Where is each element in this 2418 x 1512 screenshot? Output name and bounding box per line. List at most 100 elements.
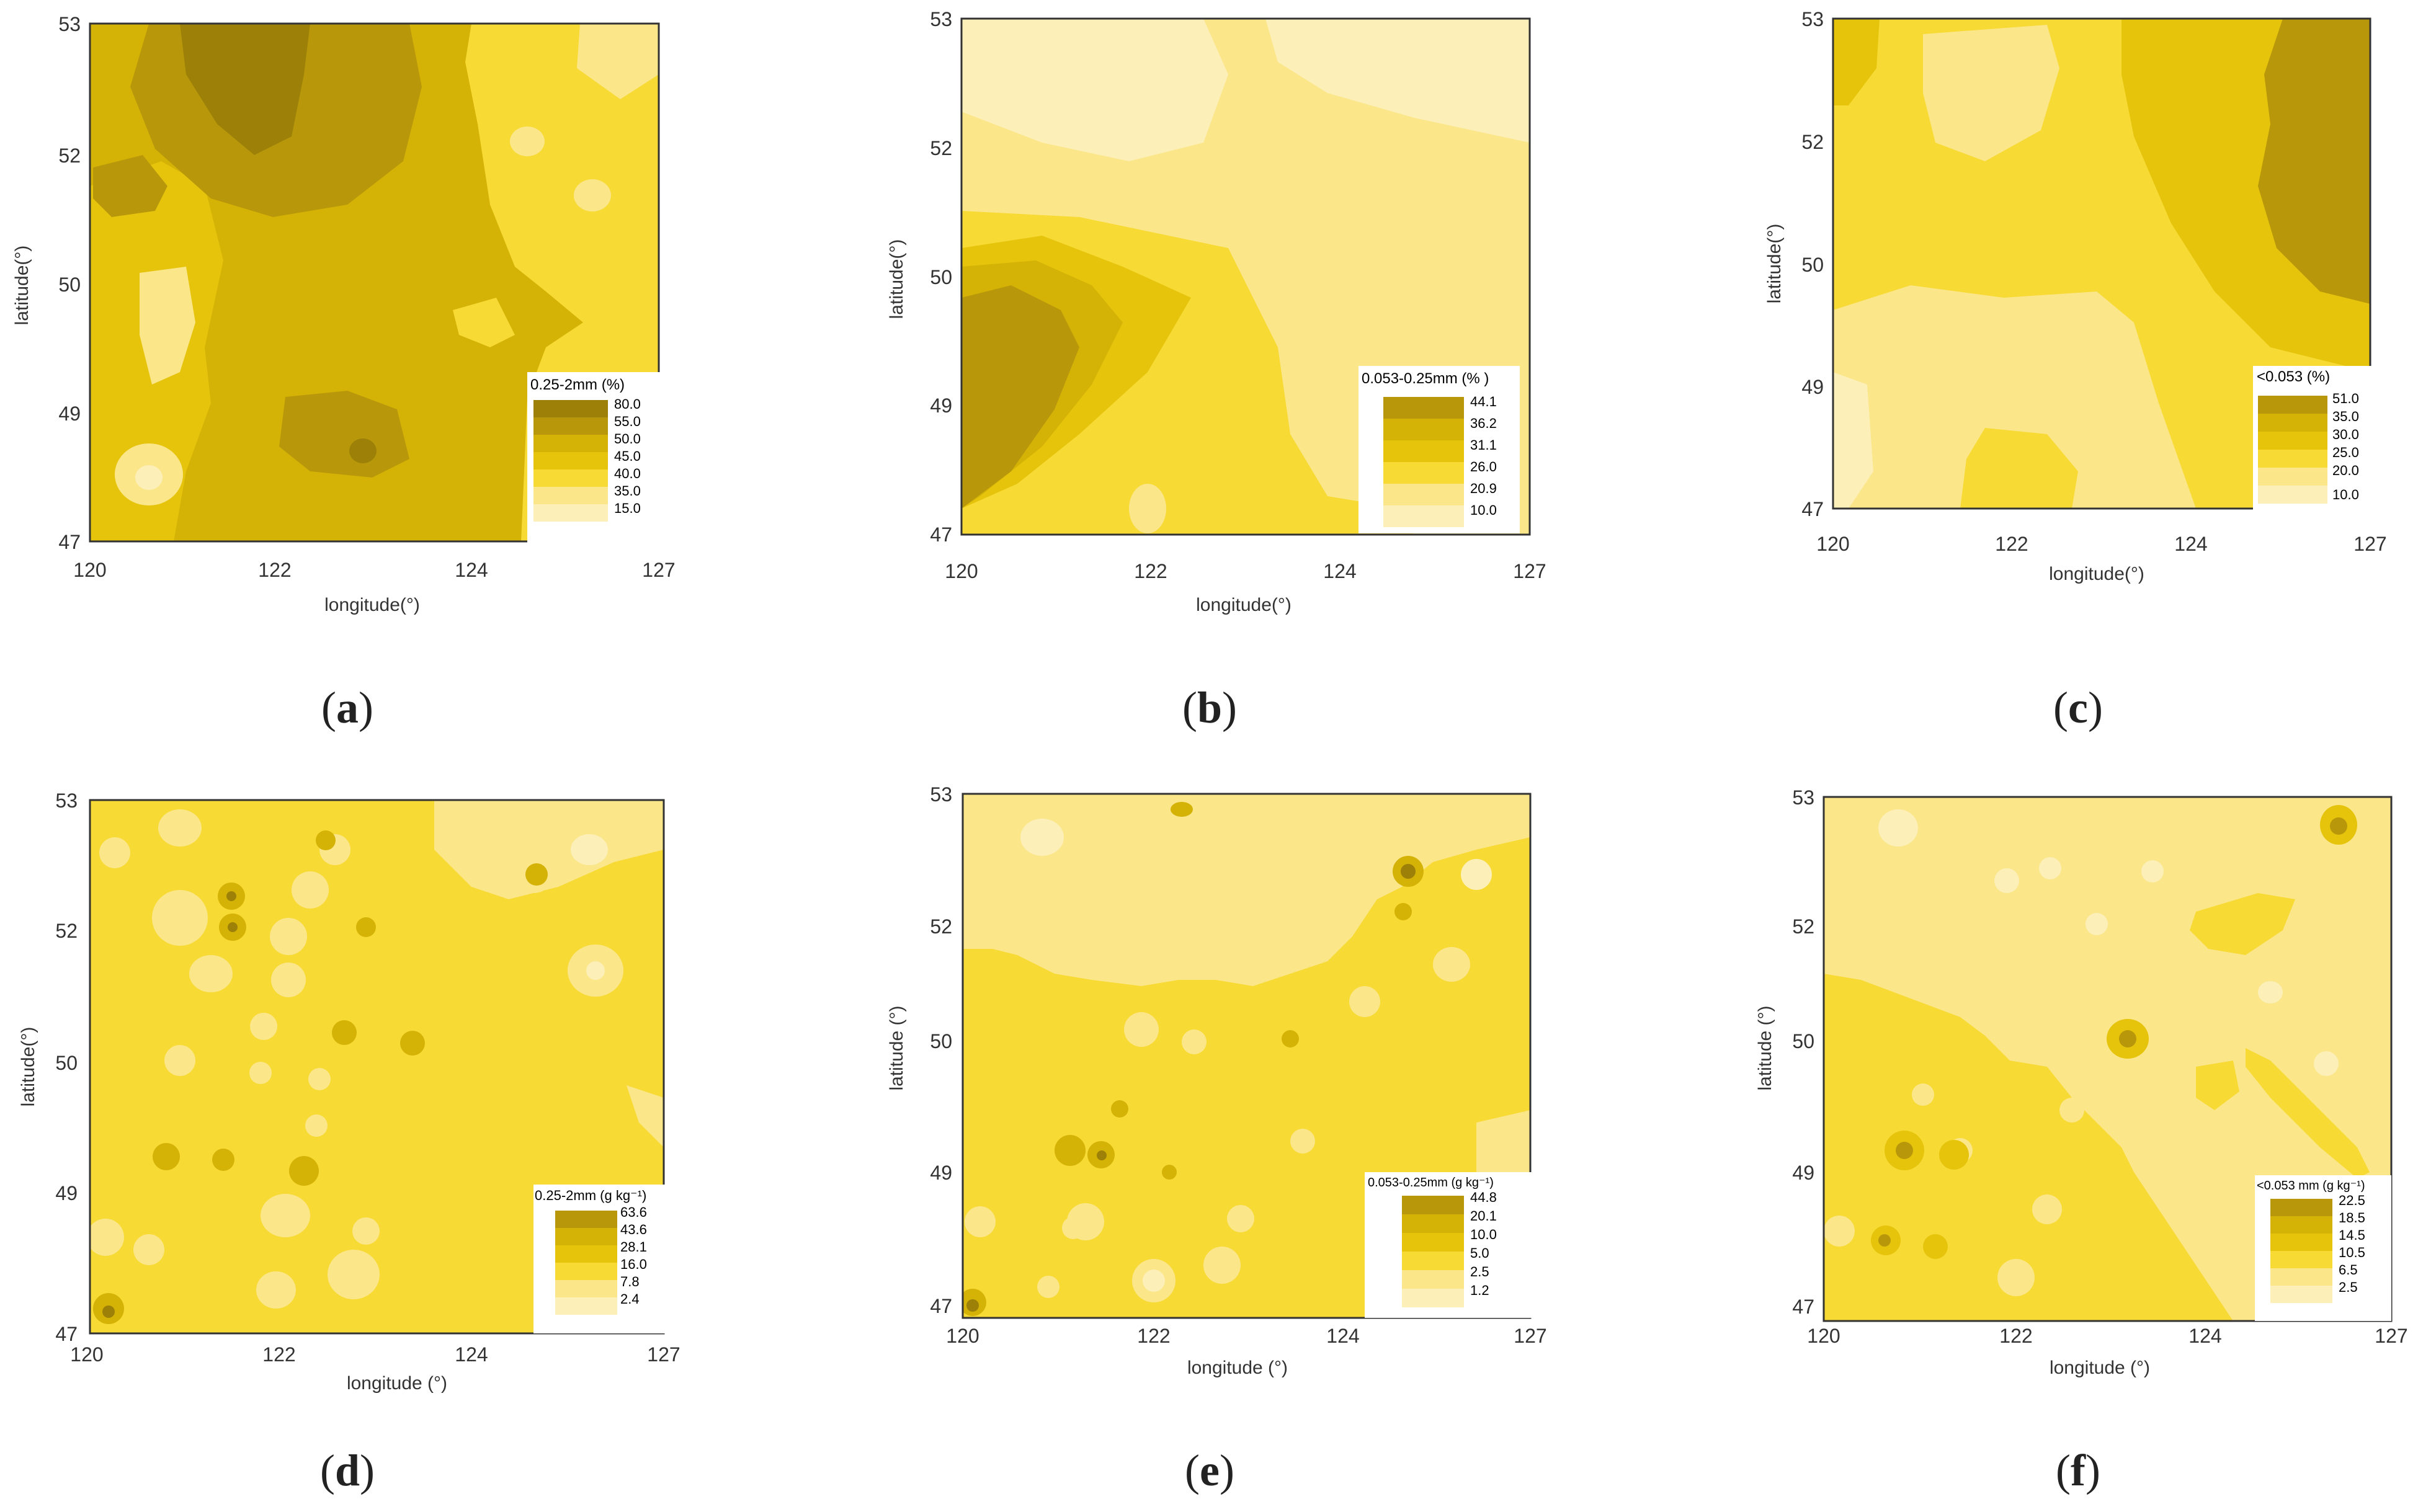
contour-spots-pale <box>1878 809 2339 1076</box>
legend-level: 50.0 <box>614 431 641 447</box>
x-axis-label: longitude(°) <box>324 595 420 615</box>
x-tick-label: 120 <box>70 1343 103 1366</box>
y-tick-label: 49 <box>930 1162 952 1184</box>
legend-level: 14.5 <box>2339 1227 2365 1243</box>
x-tick-label: 124 <box>1323 560 1356 582</box>
legend-level: 28.1 <box>620 1239 647 1255</box>
legend-level: 18.5 <box>2339 1210 2365 1225</box>
legend-level: 7.8 <box>620 1274 640 1289</box>
plot-frame <box>1832 17 2371 510</box>
x-axis: 120 122 124 127 longitude(°) <box>945 560 1546 615</box>
contour-region-pale-w <box>140 267 195 385</box>
y-tick-label: 47 <box>930 1295 952 1317</box>
y-tick-label: 50 <box>55 1052 78 1074</box>
y-axis: 53 52 50 49 47 latitude(°) <box>18 789 78 1345</box>
x-axis: 120 122 124 127 longitude (°) <box>70 1343 680 1394</box>
y-tick-label: 52 <box>930 137 952 159</box>
contour-region-mid-band <box>2246 1048 2370 1178</box>
contour-spot <box>510 127 545 156</box>
contour-region-mid-ne <box>2190 893 2295 955</box>
map-e: 0.053-0.25mm (g kg⁻¹) 44.8 20.1 10.0 5.0… <box>886 783 1547 1378</box>
y-tick-label: 50 <box>930 266 952 288</box>
y-axis-label: latitude (°) <box>1755 1005 1775 1090</box>
map-a: 0.25-2mm (%) 80.0 55.0 50.0 45.0 40.0 35… <box>12 13 676 615</box>
y-axis-label: latitude(°) <box>1764 224 1785 304</box>
contour-region-pale-north <box>963 794 1530 986</box>
contour-spot <box>135 465 163 490</box>
plot-frame <box>961 793 1532 1319</box>
contour-spots-pale <box>1020 819 1492 1292</box>
y-axis-label: latitude(°) <box>12 246 32 326</box>
legend-level: 6.5 <box>2339 1262 2358 1278</box>
legend: 0.053-0.25mm (% ) 44.1 36.2 31.1 26.0 20… <box>1358 366 1520 533</box>
plot-frame <box>960 17 1531 536</box>
legend-level: 44.1 <box>1470 394 1497 409</box>
x-axis-label: longitude(°) <box>2049 564 2144 584</box>
plot-frame <box>89 799 665 1335</box>
legend-level: 44.8 <box>1470 1190 1497 1205</box>
map-d: 0.25-2mm (g kg⁻¹) 63.6 43.6 28.1 16.0 7.… <box>18 789 680 1394</box>
y-axis-label: latitude(°) <box>886 239 907 319</box>
contour-spot <box>1129 484 1166 533</box>
legend-level: 25.0 <box>2332 445 2359 460</box>
contour-region-mid-e <box>2196 1061 2239 1110</box>
legend: 0.053-0.25mm (g kg⁻¹) 44.8 20.1 10.0 5.0… <box>1365 1172 1532 1318</box>
map-b: 0.053-0.25mm (% ) 44.1 36.2 31.1 26.0 20… <box>886 8 1546 615</box>
legend-level: 45.0 <box>614 448 641 464</box>
legend-title: 0.053-0.25mm (% ) <box>1362 370 1489 387</box>
legend-level: 10.5 <box>2339 1245 2365 1260</box>
caption-letter: b <box>1197 683 1223 732</box>
caption-letter: f <box>2071 1446 2086 1495</box>
y-tick-label: 47 <box>55 1323 78 1345</box>
x-tick-label: 124 <box>455 559 488 581</box>
caption-d: (d) <box>319 1446 375 1495</box>
y-tick-label: 52 <box>1792 915 1814 938</box>
y-tick-label: 52 <box>1801 131 1824 153</box>
legend-level: 35.0 <box>2332 409 2359 424</box>
caption-c: (c) <box>2053 683 2103 732</box>
contour-region-pale-south <box>1833 285 2196 509</box>
contour-spots-pale <box>571 834 608 980</box>
y-tick-label: 49 <box>58 402 81 425</box>
caption-letter: e <box>1200 1446 1220 1495</box>
caption-letter: a <box>336 683 359 732</box>
legend-level: 2.5 <box>2339 1279 2358 1295</box>
y-tick-label: 53 <box>1792 786 1814 809</box>
x-tick-label: 127 <box>642 559 675 581</box>
panel-b: 0.053-0.25mm (% ) 44.1 36.2 31.1 26.0 20… <box>856 0 1551 633</box>
contour-region-pale-ne <box>577 24 659 99</box>
y-tick-label: 50 <box>930 1030 952 1052</box>
x-tick-label: 122 <box>262 1343 295 1366</box>
y-tick-label: 47 <box>58 531 81 553</box>
plot-frame <box>1822 796 2393 1322</box>
y-tick-label: 47 <box>1801 498 1824 520</box>
x-tick-label: 127 <box>647 1343 680 1366</box>
y-tick-label: 53 <box>930 783 952 806</box>
legend-level: 20.1 <box>1470 1208 1497 1224</box>
contour-region-dark-west <box>93 155 167 217</box>
panel-f: <0.053 mm (g kg⁻¹) 22.5 18.5 14.5 10.5 6… <box>1724 775 2418 1408</box>
y-tick-label: 47 <box>930 523 952 546</box>
legend-level: 40.0 <box>614 466 641 481</box>
x-axis-label: longitude(°) <box>1196 595 1292 615</box>
contour-region-pale-north <box>1923 25 2059 161</box>
panel-a: 0.25-2mm (%) 80.0 55.0 50.0 45.0 40.0 35… <box>0 0 695 633</box>
y-tick-label: 53 <box>930 8 952 30</box>
contour-spots-darkest <box>966 864 1416 1312</box>
contour-spots-light <box>90 809 623 1309</box>
y-tick-label: 49 <box>55 1182 78 1204</box>
x-tick-label: 124 <box>2174 533 2207 555</box>
panel-c: <0.053 (%) 51.0 35.0 30.0 25.0 20.0 10.0… <box>1724 0 2418 633</box>
legend: 0.25-2mm (%) 80.0 55.0 50.0 45.0 40.0 35… <box>527 372 661 543</box>
x-tick-label: 120 <box>73 559 106 581</box>
legend-level: 26.0 <box>1470 459 1497 474</box>
caption-f: (f) <box>2056 1446 2100 1495</box>
map-c: <0.053 (%) 51.0 35.0 30.0 25.0 20.0 10.0… <box>1764 8 2387 584</box>
legend-level: 20.0 <box>2332 463 2359 478</box>
legend-title: 0.053-0.25mm (g kg⁻¹) <box>1368 1176 1494 1190</box>
contour-region-mid-sw <box>1824 974 2233 1321</box>
contour-region-pale-mid <box>453 298 515 347</box>
contour-region-east-dark <box>2258 19 2370 304</box>
map-f: <0.053 mm (g kg⁻¹) 22.5 18.5 14.5 10.5 6… <box>1755 786 2408 1378</box>
legend-level: 43.6 <box>620 1222 647 1237</box>
